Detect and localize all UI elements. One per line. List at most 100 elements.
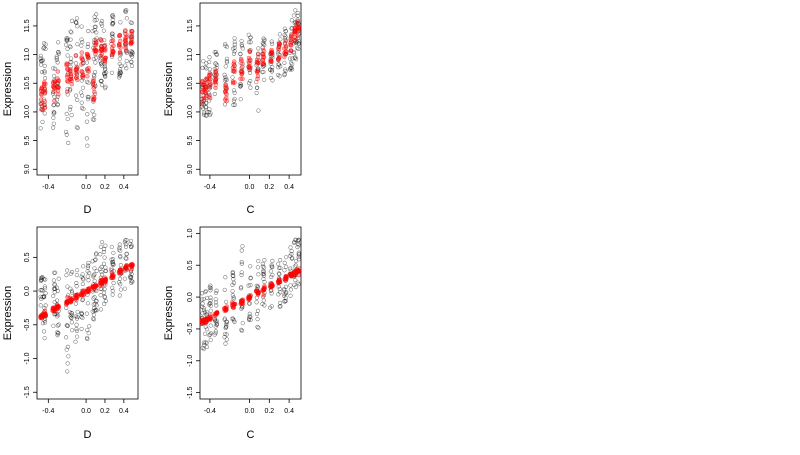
fitted-point xyxy=(98,53,104,59)
observed-point xyxy=(102,64,107,69)
observed-point xyxy=(117,245,122,250)
observed-point xyxy=(293,278,298,283)
y-tick-label: 0.0 xyxy=(187,292,194,302)
observed-point xyxy=(85,265,90,270)
fitted-point xyxy=(208,315,213,320)
fitted-point xyxy=(239,58,244,63)
observed-point xyxy=(75,314,80,320)
x-tick-label: 0.0 xyxy=(245,408,255,415)
observed-point xyxy=(128,238,134,243)
y-axis-ticks: 9.0 9.5 10.0 10.5 11.0 11.5 xyxy=(24,19,37,174)
fitted-point xyxy=(129,29,135,34)
fitted-point xyxy=(92,284,97,289)
observed-point xyxy=(254,300,259,305)
observed-point xyxy=(109,244,114,250)
fitted-point xyxy=(92,89,97,95)
observed-point xyxy=(80,297,86,302)
y-tick-label: 0.0 xyxy=(24,286,31,296)
observed-point xyxy=(130,279,135,284)
observed-point xyxy=(66,354,71,359)
observed-point xyxy=(43,46,48,51)
observed-point xyxy=(282,260,287,265)
observed-point xyxy=(67,44,72,49)
observed-point xyxy=(51,109,56,115)
fitted-point xyxy=(261,61,267,67)
fitted-point xyxy=(42,79,47,85)
observed-point xyxy=(110,54,115,59)
observed-point xyxy=(42,320,48,325)
observed-point xyxy=(69,315,74,320)
observed-point xyxy=(213,61,218,66)
observed-point xyxy=(65,53,70,58)
observed-point xyxy=(256,272,261,277)
observed-point xyxy=(231,102,236,108)
observed-point xyxy=(118,254,123,259)
observed-point xyxy=(74,322,79,327)
observed-point xyxy=(122,28,128,33)
observed-point xyxy=(223,341,228,346)
fitted-point xyxy=(117,50,123,56)
observed-point xyxy=(91,317,97,322)
observed-point xyxy=(201,106,206,111)
points-layer xyxy=(38,237,136,374)
observed-point xyxy=(56,276,61,281)
observed-point xyxy=(85,41,91,47)
observed-point xyxy=(240,328,245,333)
observed-point xyxy=(79,314,84,320)
observed-point xyxy=(52,270,57,275)
observed-point xyxy=(231,280,237,285)
observed-point xyxy=(119,63,124,68)
observed-point xyxy=(110,31,115,36)
observed-point xyxy=(102,71,107,76)
observed-point xyxy=(101,261,107,266)
observed-point xyxy=(239,38,244,43)
observed-point xyxy=(64,273,69,278)
fitted-point xyxy=(232,80,237,85)
fitted-point xyxy=(73,53,79,59)
observed-point xyxy=(86,260,91,265)
fitted-point xyxy=(124,34,129,40)
observed-point xyxy=(55,331,60,336)
observed-point xyxy=(42,45,47,50)
observed-point xyxy=(248,275,253,280)
observed-point xyxy=(255,284,260,289)
observed-point xyxy=(80,85,86,90)
observed-point xyxy=(239,327,244,332)
observed-point xyxy=(203,324,208,329)
fitted-point xyxy=(260,287,265,293)
observed-point xyxy=(42,69,47,74)
observed-point xyxy=(93,308,99,313)
observed-point xyxy=(207,59,212,65)
fitted-point xyxy=(69,81,74,87)
fitted-point xyxy=(84,290,89,295)
observed-point xyxy=(201,59,206,64)
observed-point xyxy=(288,67,293,72)
fitted-point xyxy=(117,49,123,55)
observed-point xyxy=(84,79,90,84)
fitted-point xyxy=(75,77,80,83)
observed-point xyxy=(73,61,79,66)
fitted-point xyxy=(230,301,236,307)
fitted-point xyxy=(99,38,104,43)
fitted-point xyxy=(41,81,47,87)
fitted-point xyxy=(276,46,281,51)
observed-point xyxy=(208,288,213,293)
observed-point xyxy=(122,240,127,245)
observed-point xyxy=(101,247,107,252)
observed-point xyxy=(208,323,213,328)
observed-point xyxy=(75,67,80,72)
observed-point xyxy=(101,290,107,295)
observed-point xyxy=(39,69,44,75)
fitted-point xyxy=(214,310,220,315)
observed-point xyxy=(65,323,70,328)
observed-point xyxy=(99,23,105,28)
observed-point xyxy=(276,72,281,77)
observed-point xyxy=(288,60,294,66)
observed-point xyxy=(213,49,219,55)
observed-point xyxy=(232,39,237,45)
observed-point xyxy=(261,268,266,273)
fitted-point xyxy=(222,97,228,102)
y-tick-label: 9.0 xyxy=(187,164,194,174)
observed-point xyxy=(240,244,245,249)
observed-point xyxy=(239,261,244,267)
